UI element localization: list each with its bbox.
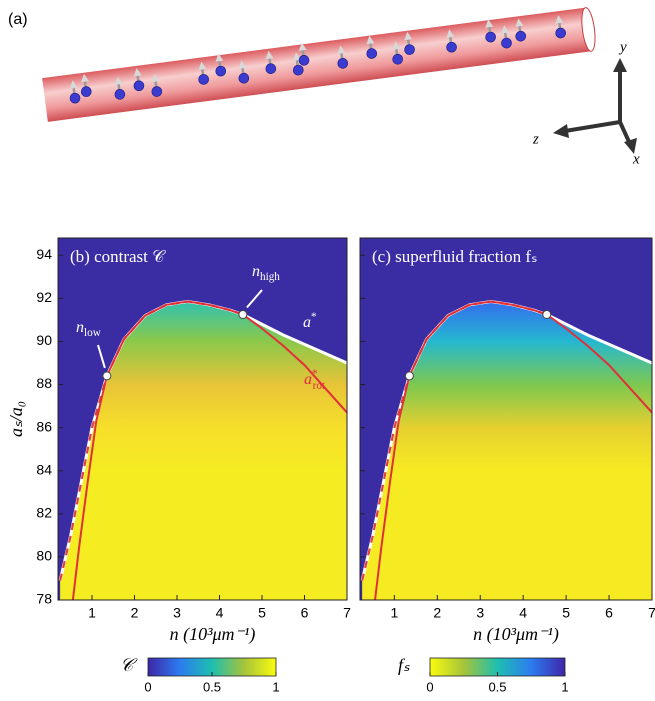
x-tick-label: 7	[343, 605, 351, 621]
y-tick-label: 88	[36, 375, 52, 391]
x-tick-label: 5	[562, 605, 570, 621]
x-tick-label: 1	[88, 605, 96, 621]
x-axis-label: n (10³μm⁻¹)	[170, 624, 256, 645]
panel-title: (c) superfluid fraction fₛ	[372, 247, 537, 266]
heatmap-fill	[362, 301, 652, 600]
colorbar-tick-label: 1	[561, 679, 568, 694]
axis-name: x	[632, 151, 640, 167]
annotation-base: n	[252, 263, 260, 280]
x-tick-label: 7	[648, 605, 655, 621]
x-tick-label: 4	[216, 605, 224, 621]
panel-label: (a)	[8, 11, 28, 28]
x-tick-label: 3	[173, 605, 181, 621]
x-axis-label: n (10³μm⁻¹)	[473, 624, 559, 645]
axis-name: z	[532, 131, 539, 147]
annotation: nhigh	[252, 263, 280, 283]
x-tick-label: 1	[390, 605, 398, 621]
y-tick-label: 84	[36, 461, 52, 477]
annotation: nlow	[76, 319, 102, 339]
colorbar-label: fₛ	[398, 655, 410, 675]
x-tick-label: 2	[131, 605, 139, 621]
plot-frame	[57, 237, 348, 601]
annotation-arrow	[97, 344, 106, 369]
rotation-curve	[71, 300, 347, 600]
y-tick-label: 90	[36, 332, 52, 348]
y-tick-label: 80	[36, 548, 52, 564]
y-tick-label: 94	[36, 246, 52, 262]
marker-point	[542, 309, 552, 319]
annotation-sub: low	[84, 327, 102, 339]
annotation-base: n	[76, 319, 84, 336]
tube	[42, 7, 596, 122]
annotation-sup: *	[312, 368, 318, 380]
marker-point	[102, 371, 112, 381]
y-tick-label: 78	[36, 591, 52, 607]
x-tick-label: 6	[605, 605, 613, 621]
x-tick-label: 2	[433, 605, 441, 621]
panel-title: (b) contrast 𝒞	[70, 247, 166, 266]
axis-name: y	[618, 39, 627, 55]
colorbar-tick-label: 0.5	[203, 679, 221, 694]
colorbar-label: 𝒞	[120, 655, 138, 675]
annotation-base: a	[303, 314, 311, 331]
annotation: a*	[303, 311, 317, 331]
annotation: a* rot	[304, 368, 326, 392]
colorbar-tick-label: 0.5	[488, 679, 506, 694]
annotation-arrow	[246, 289, 263, 309]
axes-triad	[553, 58, 637, 154]
x-tick-label: 4	[519, 605, 527, 621]
colorbar-tick-label: 0	[144, 679, 151, 694]
heatmap-fill	[60, 301, 347, 600]
marker-point	[238, 309, 248, 319]
annotation-sub: high	[260, 271, 280, 283]
annotation-sup: *	[311, 311, 317, 323]
plot-frame	[359, 237, 653, 601]
colorbar-tick-label: 0	[426, 679, 433, 694]
rotation-curve	[374, 300, 652, 600]
x-tick-label: 3	[476, 605, 484, 621]
annotation-base: a	[304, 371, 312, 388]
y-tick-label: 92	[36, 289, 52, 305]
x-tick-label: 6	[301, 605, 309, 621]
y-axis-label: aₛ/a₀	[6, 401, 26, 437]
marker-point	[404, 371, 414, 381]
annotation-sub: rot	[313, 380, 326, 392]
y-tick-label: 82	[36, 505, 52, 521]
y-tick-label: 86	[36, 418, 52, 434]
x-tick-label: 5	[258, 605, 266, 621]
colorbar-tick-label: 1	[272, 679, 279, 694]
